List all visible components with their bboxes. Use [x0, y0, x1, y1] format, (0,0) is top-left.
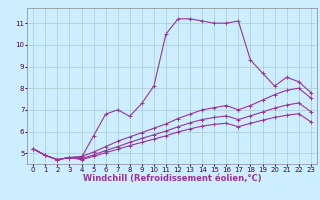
- X-axis label: Windchill (Refroidissement éolien,°C): Windchill (Refroidissement éolien,°C): [83, 174, 261, 183]
